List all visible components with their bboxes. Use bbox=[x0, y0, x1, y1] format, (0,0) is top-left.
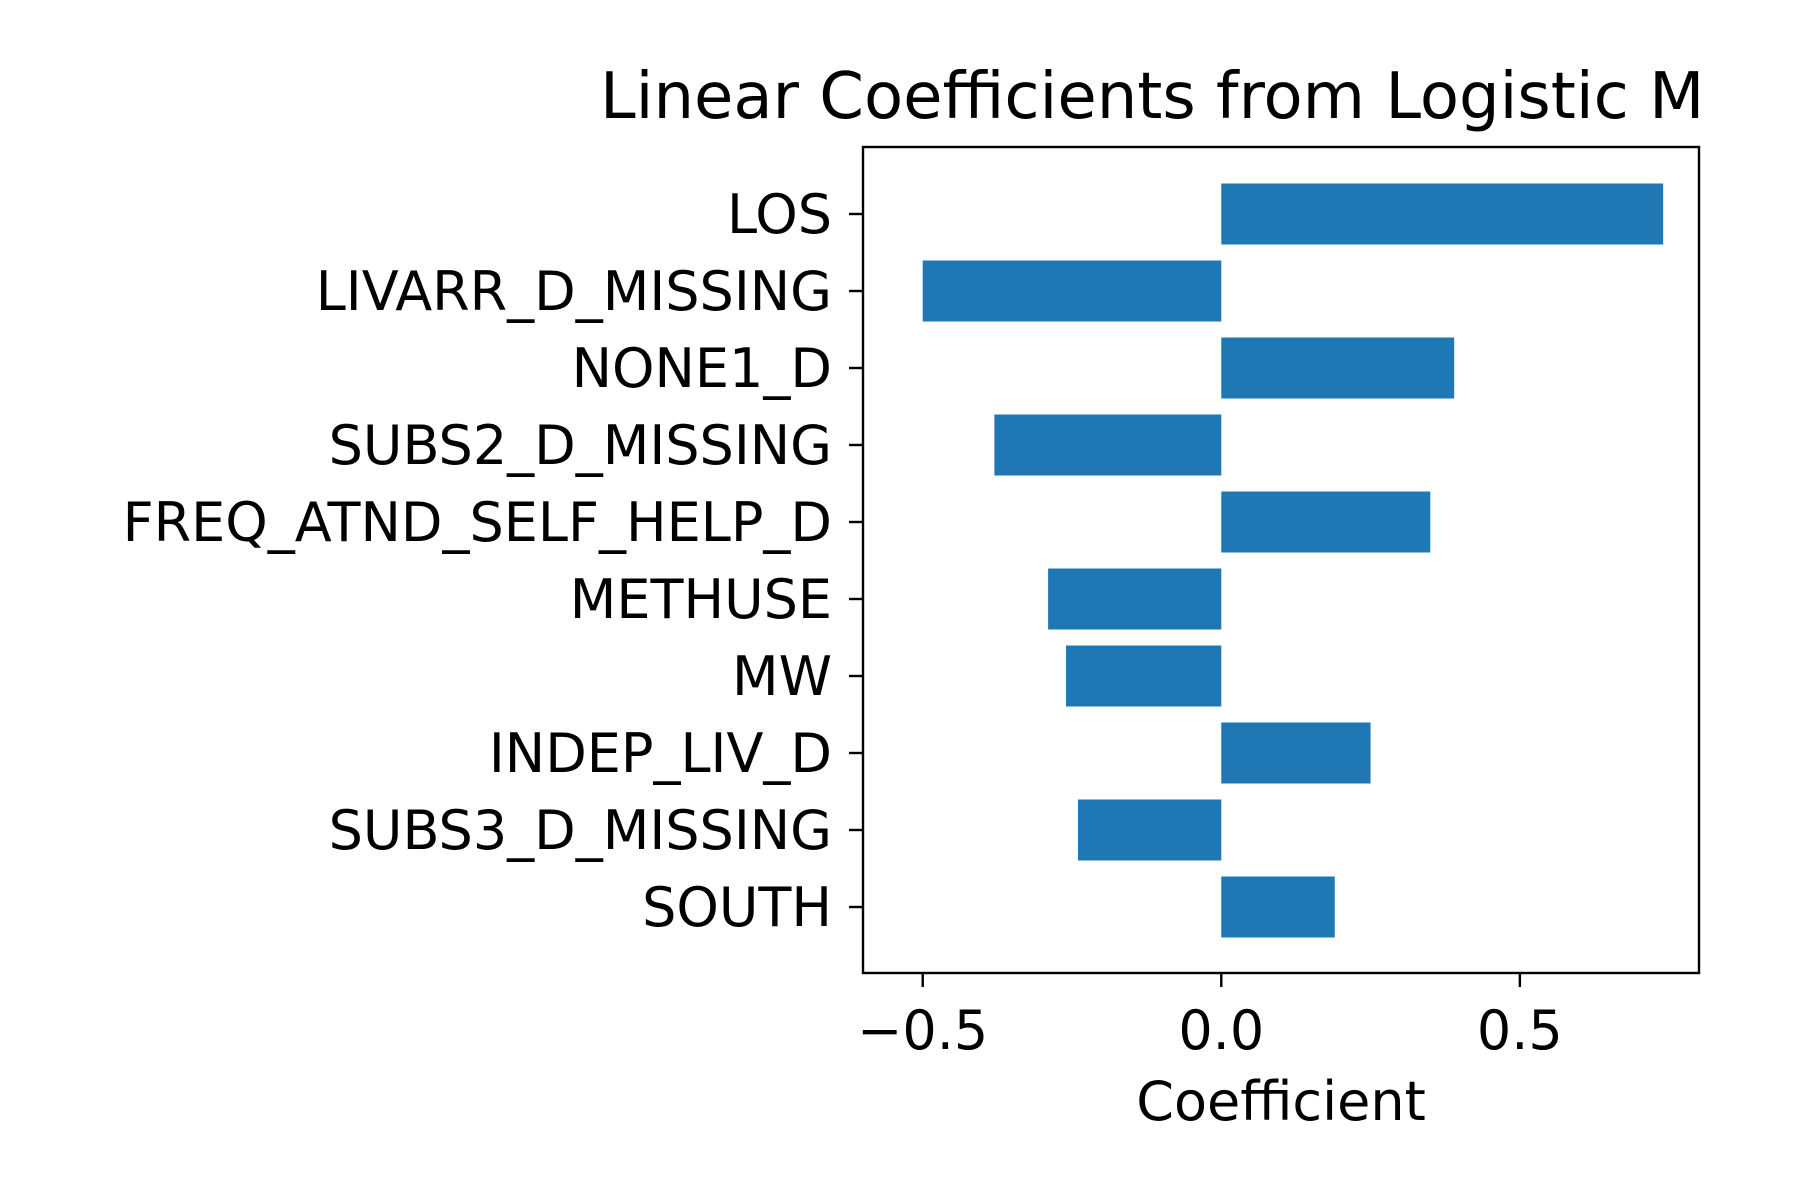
bar-los bbox=[1221, 183, 1664, 245]
y-tick-label: SOUTH bbox=[642, 876, 832, 939]
x-tick-label: 0.0 bbox=[1178, 999, 1264, 1062]
x-ticks-group: −0.5 0.0 0.5 bbox=[857, 973, 1563, 1062]
y-tick-label: FREQ_ATND_SELF_HELP_D bbox=[123, 491, 832, 554]
y-tick-label: MW bbox=[732, 645, 832, 708]
bar-subs2-d-missing bbox=[994, 414, 1222, 476]
y-tick-label: SUBS2_D_MISSING bbox=[329, 414, 832, 477]
bar-subs3-d-missing bbox=[1077, 799, 1222, 861]
plot-frame bbox=[861, 145, 1701, 975]
y-tick-label: LOS bbox=[727, 183, 832, 246]
y-tick-label: LIVARR_D_MISSING bbox=[316, 260, 832, 323]
x-tick-label: −0.5 bbox=[857, 999, 988, 1062]
chart-title: Linear Coefficients from Logistic M bbox=[600, 60, 1704, 134]
x-tick-label: 0.5 bbox=[1477, 999, 1563, 1062]
bar-none1-d bbox=[1221, 337, 1455, 399]
bar-south bbox=[1221, 876, 1335, 938]
bars-group bbox=[922, 183, 1664, 938]
bar-mw bbox=[1066, 645, 1222, 707]
y-tick-label: SUBS3_D_MISSING bbox=[329, 799, 832, 862]
y-tick-label: NONE1_D bbox=[572, 337, 832, 400]
y-ticks-group: LOS LIVARR_D_MISSING NONE1_D SUBS2_D_MISSIN… bbox=[123, 183, 863, 939]
bar-methuse bbox=[1048, 568, 1222, 630]
bar-livarr-d-missing bbox=[922, 260, 1222, 322]
y-tick-label: INDEP_LIV_D bbox=[489, 722, 832, 785]
x-axis-label: Coefficient bbox=[1136, 1070, 1426, 1133]
y-tick-label: METHUSE bbox=[570, 568, 832, 631]
bar-freq-atnd-self-help-d bbox=[1221, 491, 1431, 553]
bar-indep-liv-d bbox=[1221, 722, 1371, 784]
